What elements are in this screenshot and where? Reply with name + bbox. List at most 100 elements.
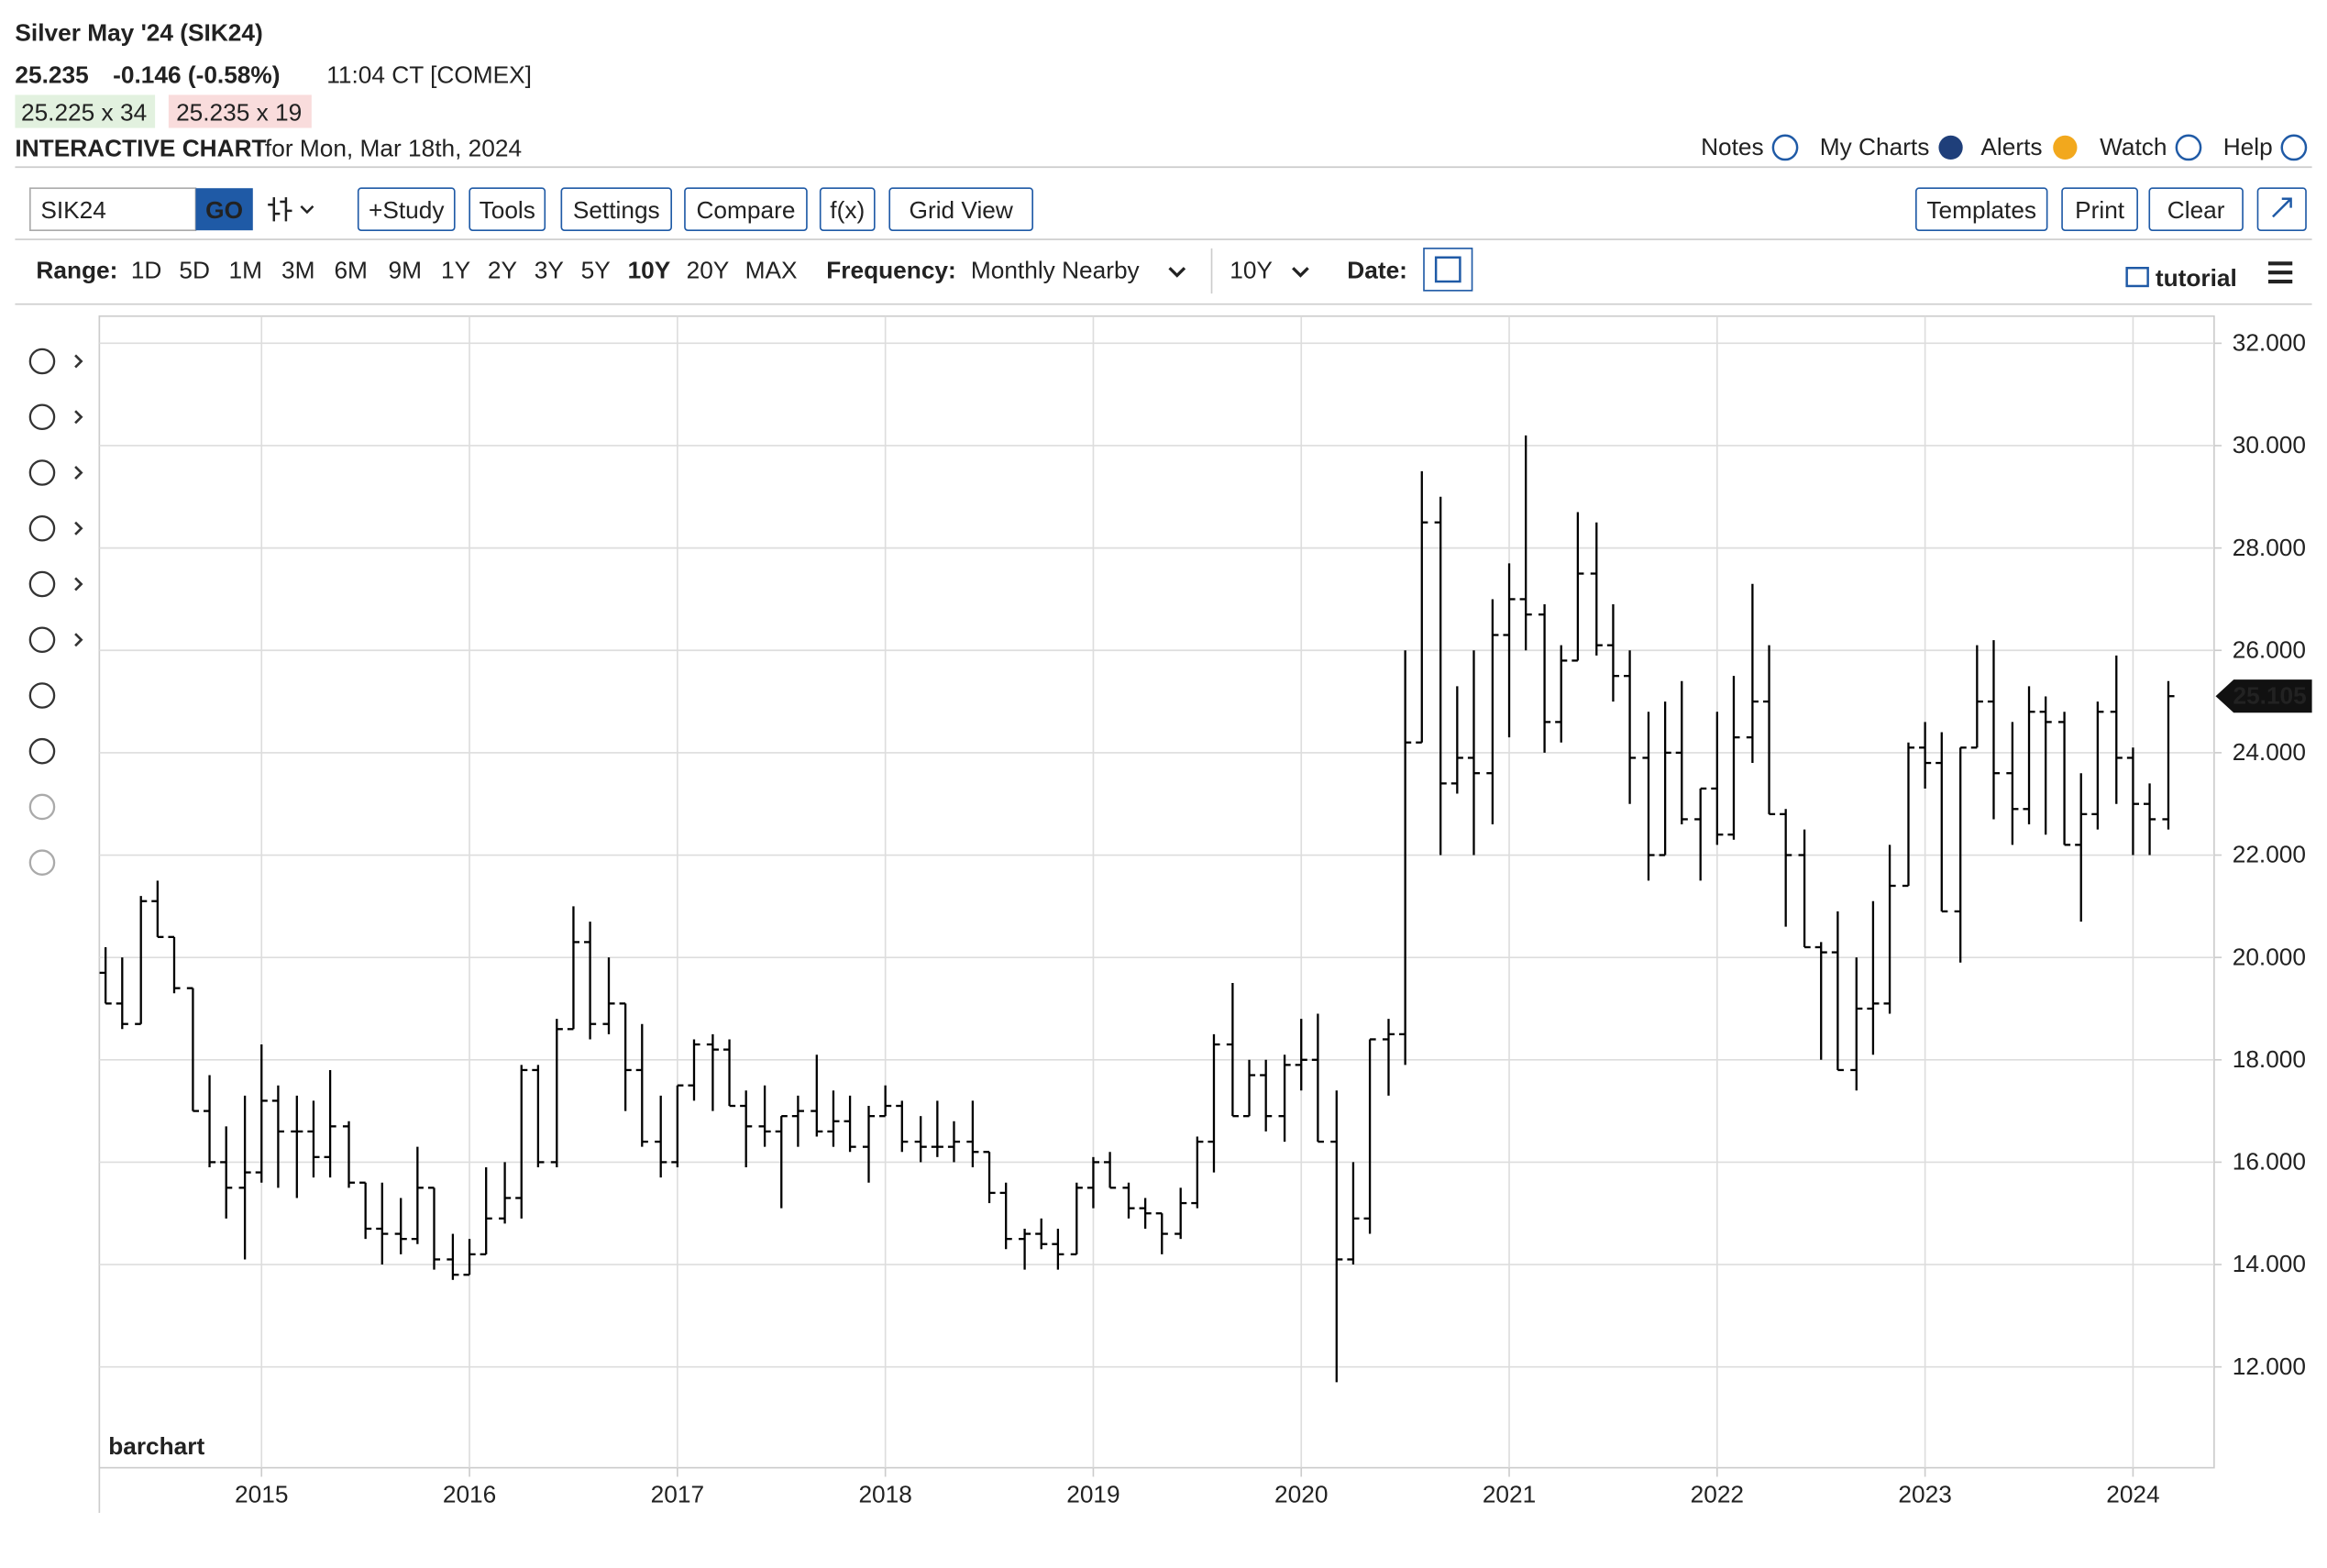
toolbar-button-text: Tools	[480, 196, 535, 224]
toolbar-button[interactable]	[684, 187, 808, 232]
y-tick-label: 20.000	[2233, 943, 2306, 970]
nav-link[interactable]: Watch	[2100, 133, 2167, 160]
chart-label: INTERACTIVE CHART	[15, 135, 266, 162]
range-option[interactable]: 3M	[281, 257, 314, 284]
plot-frame	[98, 315, 2215, 1469]
last-price-flag	[2215, 679, 2312, 713]
y-tick-label: 18.000	[2233, 1045, 2306, 1073]
nav-link[interactable]: My Charts	[1820, 133, 1930, 160]
toolbar-button[interactable]	[2148, 187, 2244, 232]
tool-chevron	[74, 410, 83, 425]
range-option[interactable]: 5Y	[581, 257, 611, 284]
x-tick-label: 2020	[1274, 1480, 1328, 1507]
expand-icon	[2272, 197, 2292, 218]
watermark: barchart	[108, 1432, 204, 1460]
tool-chevron	[74, 521, 83, 536]
chevron	[1168, 267, 1186, 278]
toolbar-button[interactable]	[1915, 187, 2048, 232]
toolbar-button[interactable]	[560, 187, 672, 232]
chevron	[1292, 267, 1309, 278]
x-tick-label: 2024	[2106, 1480, 2159, 1507]
toolbar-button-text: Compare	[696, 196, 795, 224]
y-tick-label: 26.000	[2233, 635, 2306, 663]
range-option[interactable]: 1D	[131, 257, 162, 284]
range-option[interactable]: 9M	[389, 257, 422, 284]
nav-link[interactable]: Notes	[1701, 133, 1764, 160]
tool-icon[interactable]	[28, 570, 56, 598]
y-tick-label: 30.000	[2233, 431, 2306, 458]
tool-icon[interactable]	[28, 626, 56, 654]
x-tick-label: 2017	[651, 1480, 704, 1507]
y-tick-label: 12.000	[2233, 1353, 2306, 1380]
tool-icon[interactable]	[28, 682, 56, 709]
nav-icon	[1771, 134, 1799, 161]
range-option[interactable]: 6M	[334, 257, 367, 284]
tool-icon[interactable]	[28, 737, 56, 765]
range-option[interactable]: 5D	[179, 257, 210, 284]
menu-icon[interactable]	[2267, 261, 2293, 284]
bid-box	[15, 94, 156, 128]
tool-icon[interactable]	[28, 849, 56, 876]
toolbar-button-text: Templates	[1926, 196, 2036, 224]
tutorial-link[interactable]: tutorial	[2156, 264, 2237, 292]
range-label: Range:	[36, 257, 117, 284]
calendar-icon	[1434, 256, 1461, 283]
chart-date: for Mon, Mar 18th, 2024	[265, 135, 522, 162]
tool-icon[interactable]	[28, 459, 56, 486]
symbol-input[interactable]	[29, 187, 197, 232]
bar-type-icon	[268, 197, 314, 222]
toolbar-button[interactable]	[888, 187, 1033, 232]
last-price: 25.235	[15, 61, 88, 88]
range-option[interactable]: 1Y	[441, 257, 470, 284]
toolbar-button-text: f(x)	[830, 196, 865, 224]
toolbar-button[interactable]	[2061, 187, 2138, 232]
toolbar-button-text: Clear	[2167, 196, 2225, 224]
tool-chevron	[74, 466, 83, 480]
tool-icon[interactable]	[28, 793, 56, 821]
nav-link[interactable]: Help	[2223, 133, 2273, 160]
period-value[interactable]: 10Y	[1230, 257, 1273, 284]
date-button[interactable]	[1423, 248, 1473, 292]
range-option[interactable]: 1M	[229, 257, 262, 284]
x-tick-label: 2021	[1483, 1480, 1536, 1507]
x-tick-label: 2019	[1066, 1480, 1119, 1507]
last-price-label: 25.105	[2233, 681, 2306, 709]
tool-chevron	[74, 577, 83, 591]
tool-icon[interactable]	[28, 403, 56, 431]
x-tick-label: 2018	[858, 1480, 911, 1507]
tool-chevron	[74, 354, 83, 369]
nav-icon	[2280, 134, 2308, 161]
nav-link[interactable]: Alerts	[1980, 133, 2042, 160]
toolbar-button-text: Settings	[573, 196, 660, 224]
quote-time: 11:04 CT [COMEX]	[326, 61, 532, 88]
range-option[interactable]: 10Y	[628, 257, 671, 284]
x-tick-label: 2016	[443, 1480, 496, 1507]
y-tick-label: 14.000	[2233, 1250, 2306, 1277]
x-tick-label: 2015	[235, 1480, 288, 1507]
tool-icon[interactable]	[28, 514, 56, 542]
frequency-label: Frequency:	[826, 257, 955, 284]
toolbar-button-text: +Study	[369, 196, 445, 224]
go-button[interactable]	[195, 188, 253, 231]
nav-icon	[1938, 135, 1963, 160]
ask-box	[168, 94, 312, 128]
tool-icon[interactable]	[28, 348, 56, 375]
toolbar-button[interactable]	[819, 187, 876, 232]
x-tick-label: 2022	[1691, 1480, 1744, 1507]
title: Silver May '24 (SIK24)	[15, 18, 262, 46]
tool-chevron	[74, 633, 83, 647]
toolbar-button[interactable]	[469, 187, 546, 232]
price-change: -0.146 (-0.58%)	[113, 61, 280, 88]
bid: 25.225 x 34	[21, 98, 147, 126]
date-label: Date:	[1347, 257, 1407, 284]
range-option[interactable]: 2Y	[488, 257, 517, 284]
range-option[interactable]: 20Y	[687, 257, 730, 284]
toolbar-button[interactable]	[357, 187, 456, 232]
y-tick-label: 24.000	[2233, 738, 2306, 766]
range-option[interactable]: 3Y	[535, 257, 564, 284]
range-option[interactable]: MAX	[745, 257, 798, 284]
frequency-value[interactable]: Monthly Nearby	[971, 257, 1141, 284]
nav-icon	[2053, 135, 2078, 160]
